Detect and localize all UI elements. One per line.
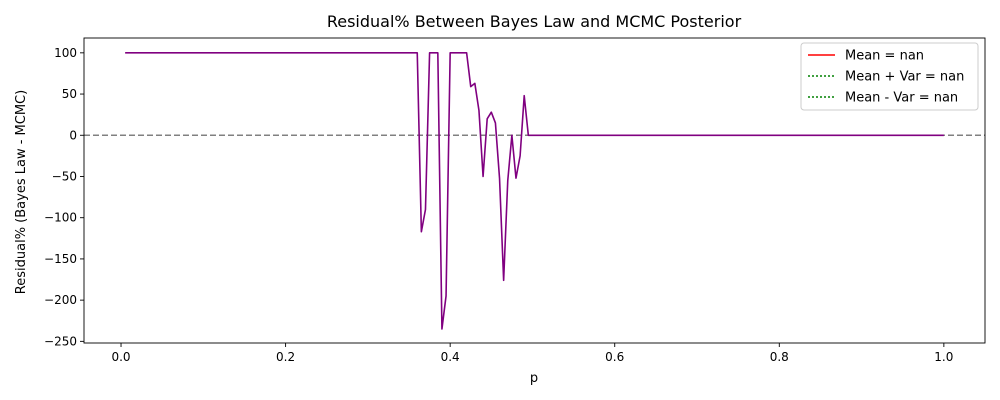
legend-label-1: Mean + Var = nan [845,70,964,85]
y-tick-label: −250 [44,334,77,348]
axes-frame [83,37,986,344]
y-tick-label: −200 [44,293,77,307]
y-tick-label: 0 [69,128,77,142]
chart-title: Residual% Between Bayes Law and MCMC Pos… [327,12,742,31]
y-tick-label: −100 [44,211,77,225]
x-tick-label: 0.0 [111,350,130,364]
y-tick-label: −50 [52,169,77,183]
y-tick-label: 100 [54,46,77,60]
y-axis-label: Residual% (Bayes Law - MCMC) [14,90,29,294]
legend: Mean = nan Mean + Var = nan Mean - Var = n… [800,42,979,111]
x-tick-label: 1.0 [934,350,953,364]
legend-label-2: Mean - Var = nan [845,91,958,106]
y-tick-label: −150 [44,252,77,266]
x-tick-label: 0.8 [770,350,789,364]
legend-label-0: Mean = nan [845,49,924,64]
series-line-0 [125,52,944,330]
x-tick-label: 0.4 [441,350,460,364]
x-axis-label: p [530,371,538,386]
y-tick-label: 50 [62,87,77,101]
plot-area: 0.0 0.2 0.4 0.6 0.8 1.0 100 50 0 −50 −100 −150 −200 −… [44,37,986,364]
x-tick-label: 0.6 [605,350,624,364]
legend-box [800,42,979,111]
x-tick-label: 0.2 [276,350,295,364]
